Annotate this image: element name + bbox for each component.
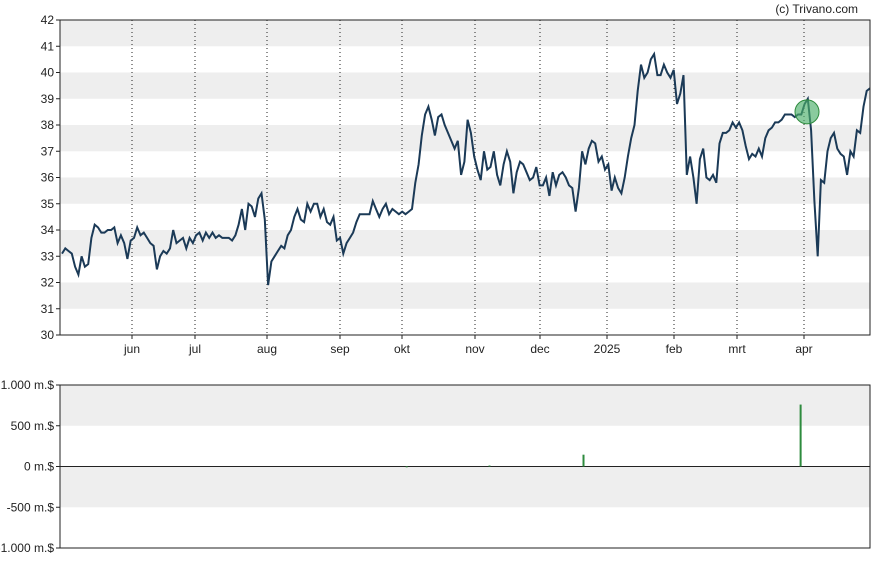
volume-tick-label: 0 m.$ xyxy=(24,460,54,474)
volume-bar xyxy=(799,404,802,467)
month-tick-label: mrt xyxy=(728,342,746,356)
volume-band xyxy=(60,385,870,426)
month-tick-label: nov xyxy=(465,342,484,356)
price-band xyxy=(60,20,870,47)
price-tick-label: 30 xyxy=(41,328,55,342)
volume-bar xyxy=(582,454,585,467)
price-tick-label: 33 xyxy=(41,249,55,263)
price-band xyxy=(60,230,870,257)
price-panel-frame xyxy=(59,19,871,336)
month-tick-label: aug xyxy=(257,342,277,356)
price-tick-label: 34 xyxy=(41,223,55,237)
price-band xyxy=(60,282,870,309)
volume-tick-label: 500 m.$ xyxy=(11,419,55,433)
volume-bars xyxy=(405,404,802,468)
price-tick-label: 41 xyxy=(41,39,55,53)
month-tick-label: jul xyxy=(188,342,201,356)
month-tick-label: sep xyxy=(330,342,350,356)
month-tick-label: feb xyxy=(666,342,683,356)
volume-tick-label: 1.000 m.$ xyxy=(1,378,55,392)
price-tick-label: 42 xyxy=(41,13,55,27)
price-background-bands xyxy=(60,20,870,309)
volume-background-bands xyxy=(60,385,870,508)
volume-bar xyxy=(405,466,408,468)
month-tick-label: dec xyxy=(530,342,549,356)
price-tick-label: 38 xyxy=(41,118,55,132)
volume-panel-frame xyxy=(59,384,871,549)
volume-y-axis: 1.000 m.$ 500 m.$ 0 m.$ -500 m.$ -1.000 m.$ xyxy=(0,378,60,555)
month-tick-label: jun xyxy=(123,342,140,356)
price-tick-label: 40 xyxy=(41,66,55,80)
volume-tick-label: -1.000 m.$ xyxy=(0,541,54,555)
month-tick-label: 2025 xyxy=(594,342,621,356)
price-tick-label: 39 xyxy=(41,92,55,106)
month-x-axis: jun jul aug sep okt nov dec 2025 feb mrt apr xyxy=(123,335,813,356)
price-tick-label: 35 xyxy=(41,197,55,211)
price-tick-label: 32 xyxy=(41,276,55,290)
price-series-line xyxy=(61,51,871,286)
month-tick-label: apr xyxy=(795,342,812,356)
price-tick-label: 31 xyxy=(41,302,55,316)
volume-bar xyxy=(488,465,491,467)
price-band xyxy=(60,72,870,99)
credit-label: (c) Trivano.com xyxy=(775,2,858,16)
price-y-axis: 30 31 32 33 34 35 36 37 38 39 40 41 42 xyxy=(41,13,60,342)
volume-tick-label: -500 m.$ xyxy=(7,500,55,514)
event-marker xyxy=(794,99,820,125)
price-tick-label: 37 xyxy=(41,144,55,158)
price-band xyxy=(60,177,870,204)
price-tick-label: 36 xyxy=(41,171,55,185)
volume-band xyxy=(60,466,870,508)
month-tick-label: okt xyxy=(394,342,411,356)
